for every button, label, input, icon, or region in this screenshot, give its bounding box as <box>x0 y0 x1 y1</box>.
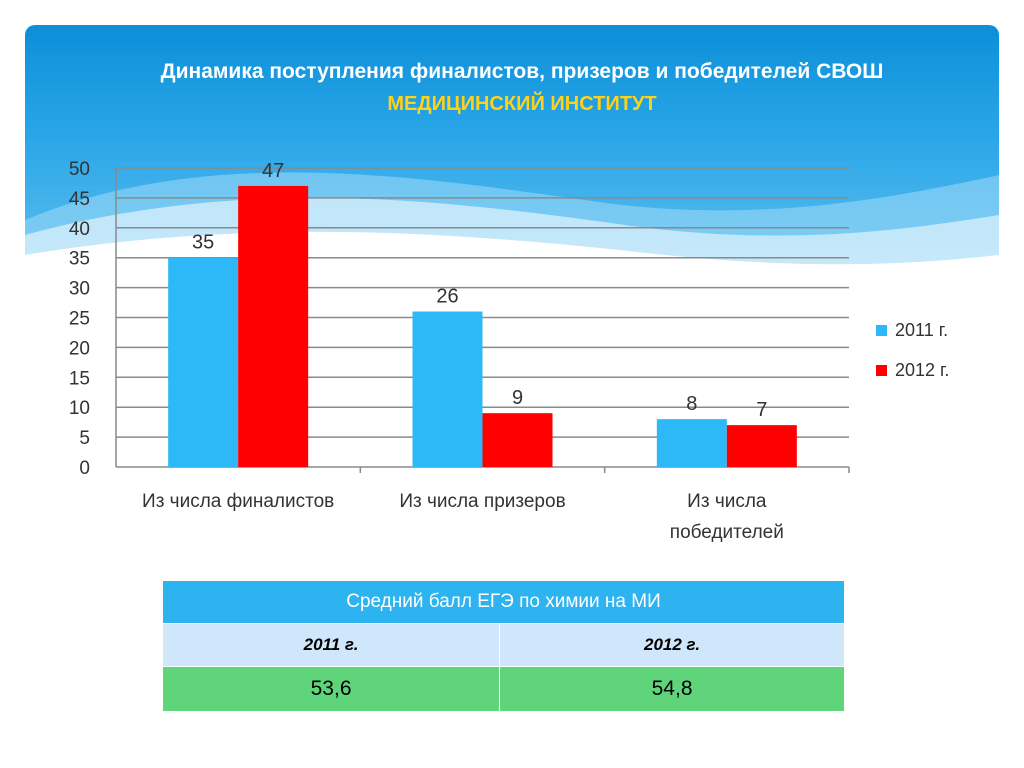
y-tick-label: 5 <box>79 428 90 449</box>
bar <box>238 185 309 467</box>
bar-chart: 0 5 10 15 20 25 30 35 40 45 50 35 47 26 9 8 7 Из числа … <box>69 159 950 543</box>
bar <box>168 257 239 467</box>
y-tick-label: 50 <box>69 159 90 180</box>
data-label: 7 <box>756 399 767 421</box>
data-label: 35 <box>192 232 214 254</box>
table-year-2012: 2012 г. <box>499 623 845 667</box>
legend: 2011 г. 2012 г. <box>876 320 949 380</box>
bar <box>482 413 553 467</box>
table-year-2011: 2011 г. <box>161 623 501 667</box>
y-tick-label: 10 <box>69 398 90 419</box>
x-tick-label: Из числа финалистов <box>142 491 334 512</box>
x-tick-label: Из числа победителей <box>670 491 784 543</box>
y-tick-label: 45 <box>69 189 90 210</box>
y-tick-label: 35 <box>69 249 90 270</box>
legend-swatch <box>876 365 887 376</box>
table-header: Средний балл ЕГЭ по химии на МИ <box>162 580 845 624</box>
data-label: 9 <box>512 387 523 409</box>
y-tick-label: 0 <box>79 458 90 479</box>
data-label: 26 <box>436 286 458 308</box>
bar <box>726 425 797 467</box>
y-tick-label: 40 <box>69 219 90 240</box>
y-tick-label: 25 <box>69 309 90 330</box>
table-value-2012: 54,8 <box>499 666 845 712</box>
legend-swatch <box>876 325 887 336</box>
y-tick-label: 20 <box>69 338 90 359</box>
page-title: Динамика поступления финалистов, призеро… <box>160 60 884 83</box>
x-axis: Из числа финалистов Из числа призеров Из ч… <box>142 467 850 543</box>
table-value-2011: 53,6 <box>161 666 501 712</box>
y-tick-label: 30 <box>69 279 90 300</box>
legend-label: 2012 г. <box>895 360 949 380</box>
page-subtitle: МЕДИЦИНСКИЙ ИНСТИТУТ <box>387 93 657 115</box>
y-axis: 0 5 10 15 20 25 30 35 40 45 50 <box>69 159 117 479</box>
data-label: 47 <box>262 160 284 182</box>
bar <box>412 311 483 467</box>
legend-label: 2011 г. <box>895 320 948 340</box>
bar <box>656 419 727 467</box>
data-label: 8 <box>686 393 697 415</box>
x-tick-label: Из числа призеров <box>399 491 565 512</box>
y-tick-label: 15 <box>69 368 90 389</box>
bars: 35 47 26 9 8 7 <box>168 160 797 467</box>
ege-score-table: Средний балл ЕГЭ по химии на МИ 2011 г. … <box>161 580 845 712</box>
